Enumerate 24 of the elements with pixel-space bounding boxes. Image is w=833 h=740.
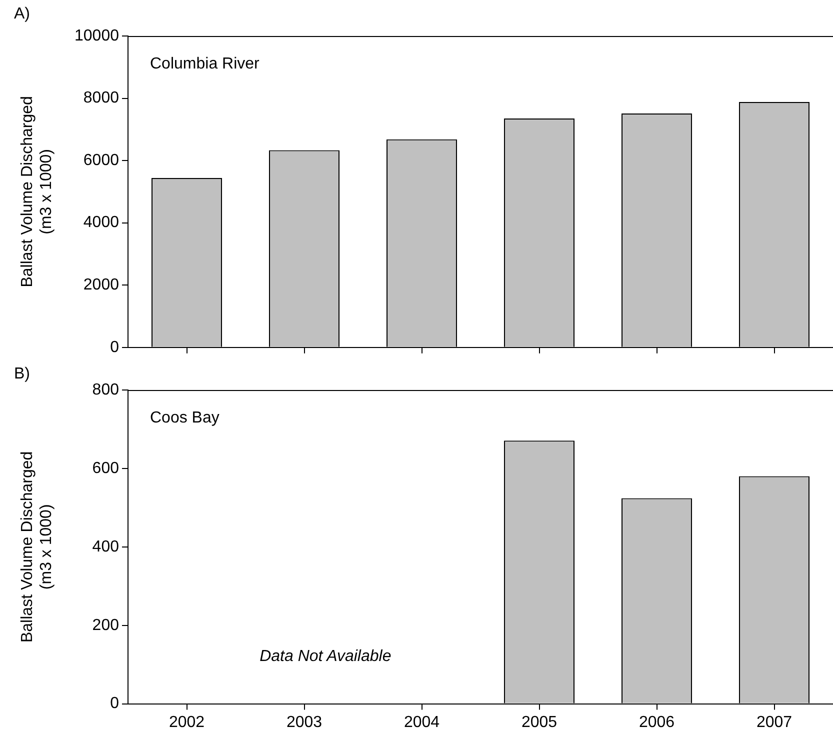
y-axis-title: Ballast Volume Discharged (m3 x 1000)	[19, 451, 56, 643]
y-axis-title: Ballast Volume Discharged (m3 x 1000)	[19, 96, 56, 288]
x-tick-label: 2005	[521, 714, 558, 731]
y-tick-label: 6000	[83, 152, 120, 169]
y-tick-label: 200	[92, 616, 120, 634]
y-tick-label: 4000	[83, 214, 120, 232]
x-tick-label: 2002	[168, 714, 205, 731]
chart-title: B)	[14, 365, 30, 382]
y-tick-label: 400	[92, 538, 120, 556]
y-tick-label: 0	[110, 338, 120, 356]
x-tick-label: 2003	[286, 714, 322, 731]
y-tick-label: 600	[92, 460, 120, 477]
annotation: Coos Bay	[150, 409, 220, 426]
y-tick-label: 0	[110, 695, 120, 712]
x-tick-label: 2004	[404, 714, 440, 731]
y-tick-label: 800	[92, 381, 120, 398]
chart-title: A)	[14, 5, 30, 22]
annotation: Columbia River	[150, 55, 260, 72]
y-tick-label: 10000	[74, 27, 120, 44]
y-tick-label: 2000	[83, 276, 120, 294]
y-tick-label: 8000	[83, 90, 120, 107]
x-tick-label: 2007	[756, 714, 792, 731]
x-tick-label: 2006	[638, 714, 675, 731]
annotation: Data Not Available	[260, 648, 392, 666]
